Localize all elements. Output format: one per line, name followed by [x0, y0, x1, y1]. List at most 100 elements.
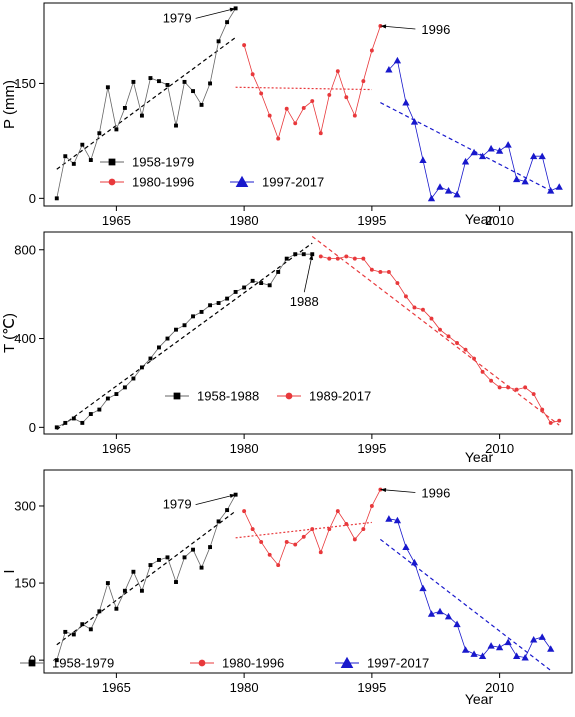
- data-point: [410, 118, 419, 125]
- data-point: [421, 307, 425, 312]
- data-point: [444, 612, 453, 620]
- data-point: [446, 334, 451, 339]
- x-tick-label: 2010: [485, 680, 514, 695]
- data-point: [410, 558, 419, 566]
- data-point: [385, 66, 393, 73]
- legend-label: 1958-1979: [132, 155, 194, 170]
- data-point: [369, 267, 374, 272]
- data-point: [378, 270, 383, 274]
- data-point: [461, 646, 470, 653]
- data-point: [250, 278, 255, 283]
- legend-marker: [340, 656, 354, 669]
- trend-line: [235, 86, 372, 91]
- data-point: [165, 336, 170, 341]
- data-point: [148, 356, 153, 361]
- data-point: [318, 131, 323, 136]
- data-point: [419, 156, 427, 163]
- data-point: [131, 79, 136, 84]
- x-tick-label: 1980: [230, 213, 259, 228]
- data-point: [131, 376, 136, 381]
- legend-label: 1980-1996: [222, 656, 284, 671]
- data-point: [453, 620, 461, 628]
- data-point: [71, 632, 76, 637]
- data-point: [369, 504, 374, 508]
- data-point: [444, 187, 453, 194]
- data-point: [216, 39, 221, 44]
- trend-line: [311, 235, 560, 426]
- data-point: [344, 95, 349, 100]
- data-point: [63, 154, 68, 159]
- data-point: [427, 194, 436, 202]
- data-point: [216, 301, 221, 305]
- data-point: [557, 418, 562, 423]
- legend-marker: [173, 392, 181, 400]
- data-point: [174, 580, 178, 584]
- data-point: [344, 254, 349, 259]
- data-point: [514, 387, 519, 392]
- data-point: [504, 638, 512, 646]
- data-point: [97, 609, 102, 614]
- data-point: [513, 175, 521, 183]
- data-point: [122, 588, 127, 593]
- series-line: [56, 253, 313, 428]
- data-point: [191, 314, 195, 319]
- data-point: [259, 281, 264, 286]
- trend-line: [56, 242, 313, 431]
- data-point: [393, 516, 402, 524]
- annotation-arrow: [303, 254, 313, 293]
- y-axis-label: P (mm): [1, 80, 18, 129]
- y-tick-label: 0: [29, 420, 36, 435]
- data-point: [361, 527, 366, 532]
- x-tick-label: 1995: [357, 680, 386, 695]
- data-point: [513, 652, 521, 659]
- data-point: [402, 98, 410, 106]
- legend-marker: [108, 178, 116, 186]
- data-point: [470, 148, 478, 156]
- data-point: [352, 256, 357, 261]
- x-tick-label: 2010: [485, 213, 514, 228]
- data-point: [122, 105, 127, 110]
- y-tick-label: 400: [14, 331, 36, 346]
- data-point: [88, 412, 93, 416]
- index-panel: 19651980199520100150300IYear197919961958…: [1, 469, 573, 707]
- data-point: [191, 89, 195, 94]
- data-point: [429, 316, 434, 321]
- plot-frame: [43, 231, 573, 435]
- data-point: [199, 102, 204, 107]
- data-point: [105, 581, 110, 586]
- annotation-arrow: [195, 7, 236, 19]
- data-point: [105, 85, 110, 90]
- annotation-arrowhead: [380, 487, 387, 493]
- data-point: [335, 509, 340, 514]
- data-point: [393, 56, 402, 64]
- legend-label: 1989-2017: [309, 389, 371, 404]
- data-point: [352, 113, 357, 118]
- data-point: [369, 48, 374, 53]
- data-point: [225, 296, 230, 301]
- y-tick-label: 150: [14, 576, 36, 591]
- data-point: [547, 645, 555, 652]
- legend-marker: [285, 392, 293, 400]
- data-point: [191, 547, 195, 552]
- data-point: [318, 254, 323, 259]
- x-axis-label: Year: [465, 449, 494, 465]
- data-point: [97, 131, 102, 136]
- y-tick-label: 150: [14, 76, 36, 91]
- data-point: [208, 303, 213, 308]
- data-point: [478, 652, 487, 659]
- data-point: [80, 622, 85, 627]
- annotation-arrowhead: [229, 7, 236, 12]
- annotation-arrowhead: [229, 494, 236, 499]
- y-tick-label: 800: [14, 242, 36, 257]
- data-point: [250, 72, 255, 77]
- data-point: [395, 281, 400, 286]
- data-point: [148, 563, 153, 568]
- data-point: [327, 527, 332, 532]
- data-point: [521, 177, 529, 185]
- data-point: [284, 539, 289, 544]
- data-point: [63, 629, 68, 634]
- legend-marker: [108, 158, 116, 166]
- data-point: [523, 385, 528, 390]
